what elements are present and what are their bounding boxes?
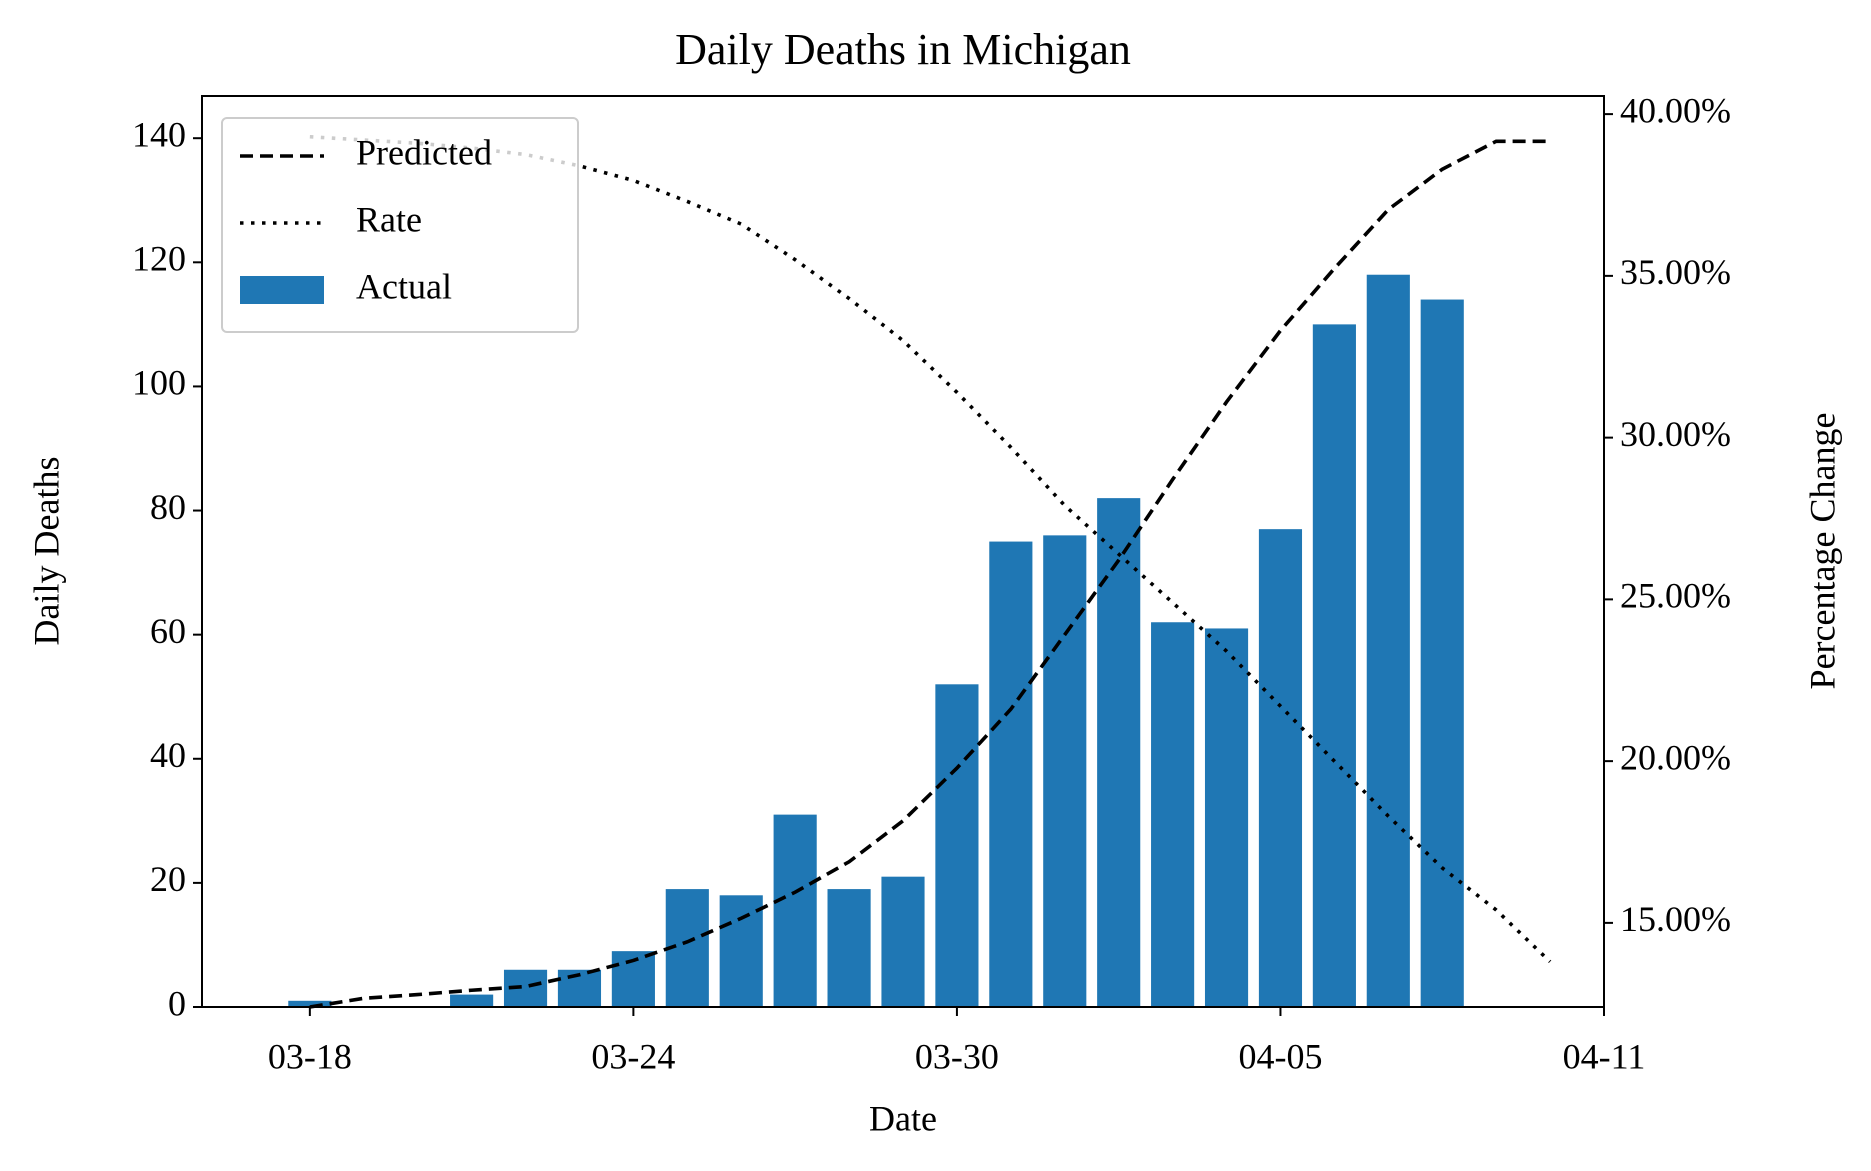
y-tick-label: 80 <box>150 487 186 527</box>
y-axis-label: Daily Deaths <box>26 457 66 646</box>
y-tick-label: 40 <box>150 735 186 775</box>
legend-swatch <box>240 276 324 304</box>
y-tick-label: 100 <box>132 363 186 403</box>
bar <box>773 814 817 1007</box>
bar <box>989 541 1033 1007</box>
x-tick-label: 03-24 <box>591 1036 675 1076</box>
bar <box>1151 622 1195 1007</box>
y-tick-label: 120 <box>132 239 186 279</box>
bar <box>1258 529 1303 1007</box>
bar <box>288 1000 332 1007</box>
bar <box>1312 324 1356 1007</box>
bar <box>935 684 979 1007</box>
bar <box>881 876 925 1007</box>
y-tick-label: 0 <box>168 983 186 1023</box>
y2-tick-label: 35.00% <box>1620 252 1731 292</box>
x-tick-label: 04-05 <box>1238 1036 1322 1076</box>
bar <box>1204 628 1249 1007</box>
bar <box>1097 498 1141 1007</box>
bar <box>1043 535 1087 1007</box>
y-tick-label: 20 <box>150 859 186 899</box>
legend-label: Rate <box>356 199 422 239</box>
y2-tick-label: 15.00% <box>1620 899 1731 939</box>
y-tick-label: 60 <box>150 611 186 651</box>
y2-tick-label: 20.00% <box>1620 737 1731 777</box>
bar <box>450 994 494 1007</box>
legend-label: Predicted <box>356 132 492 172</box>
bar <box>827 889 871 1007</box>
x-tick-label: 03-30 <box>915 1036 999 1076</box>
bar <box>1366 274 1410 1007</box>
bar <box>1420 299 1464 1007</box>
bar <box>719 895 763 1007</box>
x-tick-label: 04-11 <box>1563 1036 1646 1076</box>
y2-tick-label: 30.00% <box>1620 414 1731 454</box>
x-axis-label: Date <box>869 1098 937 1138</box>
chart-title: Daily Deaths in Michigan <box>675 25 1131 74</box>
line <box>309 139 1551 1009</box>
plot-frame <box>201 95 1605 1008</box>
y-tick-label: 140 <box>132 114 186 154</box>
legend-label: Actual <box>356 266 452 306</box>
y2-tick-label: 40.00% <box>1620 90 1731 130</box>
x-tick-label: 03-18 <box>268 1036 352 1076</box>
y2-tick-label: 25.00% <box>1620 576 1731 616</box>
y2-axis-label: Percentage Change <box>1802 413 1842 690</box>
